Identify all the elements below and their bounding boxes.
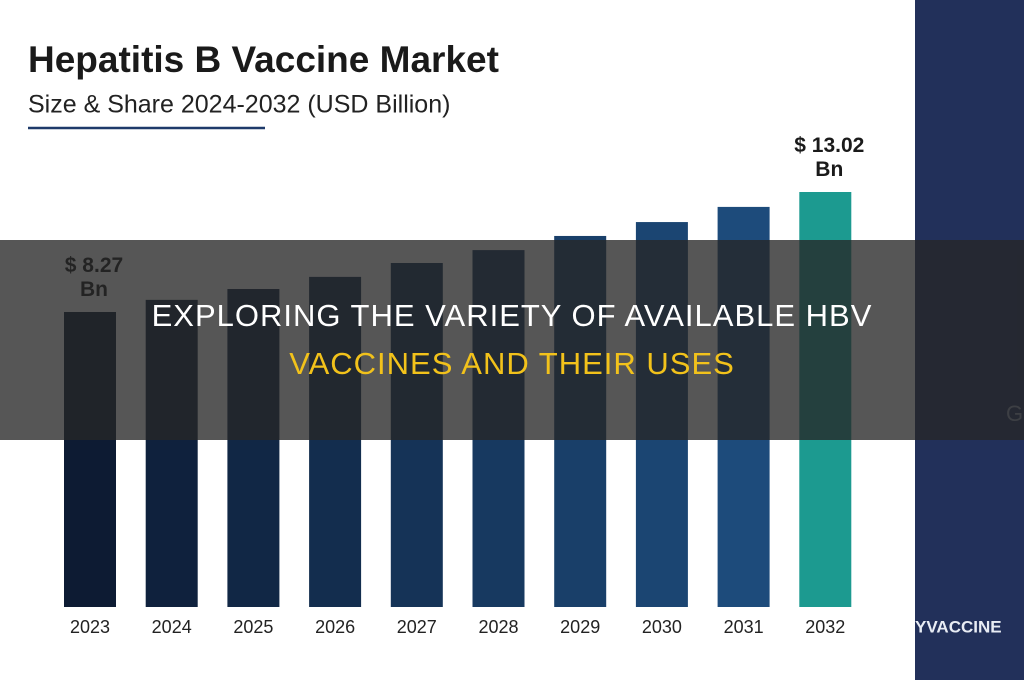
x-tick-label: 2028	[478, 617, 518, 637]
banner-line: VACCINES AND THEIR USES	[289, 346, 735, 381]
x-tick-label: 2031	[724, 617, 764, 637]
background-text: YVACCINE	[915, 617, 1002, 636]
x-tick-label: 2026	[315, 617, 355, 637]
chart-title: Hepatitis B Vaccine Market	[28, 39, 499, 80]
x-tick-label: 2030	[642, 617, 682, 637]
banner: EXPLORING THE VARIETY OF AVAILABLE HBV V…	[0, 240, 1024, 440]
value-label: $ 13.02 Bn	[794, 134, 864, 181]
x-tick-label: 2025	[233, 617, 273, 637]
chart-subtitle: Size & Share 2024-2032 (USD Billion)	[28, 91, 450, 119]
x-tick-label: 2024	[152, 617, 192, 637]
banner-line: EXPLORING THE VARIETY OF AVAILABLE HBV	[151, 298, 873, 333]
value-label-line: Bn	[815, 158, 843, 181]
x-tick-label: 2027	[397, 617, 437, 637]
value-label-line: $ 13.02	[794, 134, 864, 157]
x-tick-label: 2023	[70, 617, 110, 637]
x-tick-label: 2032	[805, 617, 845, 637]
x-tick-label: 2029	[560, 617, 600, 637]
